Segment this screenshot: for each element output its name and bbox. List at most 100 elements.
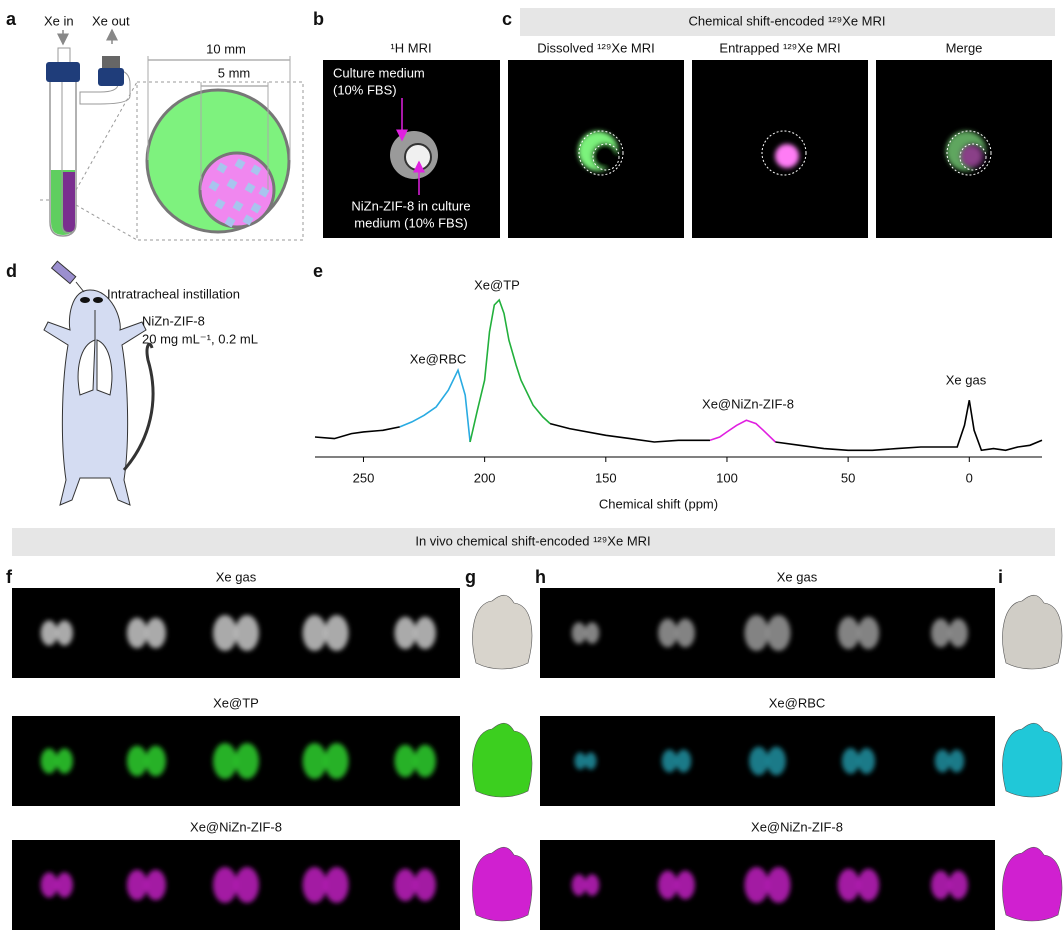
panel-d: Intratracheal instillation NiZn-ZIF-8 20… (43, 260, 258, 506)
crystal (224, 216, 236, 228)
lobe (145, 617, 166, 649)
lobe (571, 622, 587, 644)
panel-letters: a b c d e f g h i (6, 9, 1003, 587)
lobe (857, 868, 880, 902)
lobe (661, 749, 678, 773)
label: Culture medium (333, 65, 425, 80)
crystal (242, 214, 254, 226)
lobe (235, 867, 259, 903)
lobe (571, 874, 587, 896)
outline (761, 130, 807, 176)
panel-c: Chemical shift-encoded ¹²⁹Xe MRI Dissolv… (508, 8, 1055, 238)
spectrum-line (549, 422, 710, 443)
cap-top (102, 56, 120, 70)
lobe (585, 752, 597, 770)
row-title: Xe gas (777, 569, 818, 584)
spectrum-line (709, 419, 776, 443)
inner-tube (404, 143, 432, 171)
label: Xe out (92, 13, 130, 28)
cap (98, 68, 124, 86)
mri-strips (12, 588, 1063, 930)
lung-render (1002, 594, 1063, 670)
lobe (658, 870, 678, 900)
lobe (40, 620, 58, 646)
row-title: Xe@NiZn-ZIF-8 (751, 819, 843, 834)
peak-label: Xe@NiZn-ZIF-8 (702, 396, 794, 411)
lobe (837, 868, 860, 902)
x-axis-label: Chemical shift (ppm) (599, 496, 718, 511)
lung-slices (40, 743, 436, 779)
spectrum-line (314, 426, 400, 440)
crystal (250, 202, 262, 214)
lobe (56, 620, 73, 646)
lobe (744, 867, 769, 903)
panel-letter: d (6, 261, 17, 281)
lobe (948, 618, 968, 648)
lobe (394, 616, 417, 650)
signal (578, 131, 986, 171)
lobe (40, 872, 58, 898)
row-title: Xe gas (216, 569, 257, 584)
crystal (244, 182, 256, 194)
lobe (584, 874, 600, 896)
circle (592, 143, 618, 169)
x-tick-label: 200 (474, 470, 496, 485)
lobe (126, 617, 148, 649)
lobe (766, 615, 791, 651)
crystal (216, 162, 228, 174)
lobe (574, 752, 586, 770)
lobe (931, 618, 951, 648)
zoom-line (75, 81, 138, 191)
lobe (749, 746, 769, 776)
lobe (213, 743, 237, 779)
label: 20 mg mL⁻¹, 0.2 mL (142, 331, 258, 346)
panel-title: Merge (946, 40, 983, 55)
lung-render (472, 594, 533, 670)
lung-slices (574, 746, 965, 776)
panel-letter: c (502, 9, 512, 29)
lobe (56, 748, 73, 774)
banner (520, 8, 1055, 36)
panel-title: Entrapped ¹²⁹Xe MRI (719, 40, 840, 55)
inner-medium (63, 172, 75, 232)
panel-letter: g (465, 567, 476, 587)
lobe (837, 616, 860, 650)
inner-tube (61, 82, 77, 234)
crystal (234, 158, 246, 170)
rat-tail (122, 342, 155, 471)
lobe (126, 745, 148, 777)
circle (775, 144, 799, 168)
row-title: Xe@RBC (769, 695, 826, 710)
lobe (584, 622, 600, 644)
tube-bend (79, 69, 131, 105)
x-tick-label: 0 (966, 470, 973, 485)
spectrum-chart: 250 200 150 100 50 0 Chemical shift (ppm) Xe@TP… (314, 277, 1043, 511)
syringe (50, 260, 77, 285)
lobe (213, 615, 237, 651)
lung-render (472, 722, 533, 798)
lobe (948, 749, 965, 773)
x-tick-label: 250 (353, 470, 375, 485)
zoom-line (75, 204, 138, 241)
label: Xe in (44, 13, 74, 28)
outline (592, 143, 620, 171)
lobe (394, 744, 417, 778)
lung-slices (571, 615, 968, 651)
label: NiZn-ZIF-8 in culture (351, 198, 470, 213)
crystal (208, 180, 220, 192)
lobe (126, 869, 148, 901)
panel-title: Dissolved ¹²⁹Xe MRI (537, 40, 655, 55)
lobe (40, 748, 58, 774)
peak-label: Xe gas (946, 372, 987, 387)
lobe (414, 616, 436, 650)
panel-a: Xe in Xe out 10 mm 5 mm (40, 13, 304, 241)
crystals (208, 158, 270, 228)
lungs (77, 339, 113, 396)
lung-render (1002, 722, 1063, 798)
ear (93, 297, 103, 303)
lobe (302, 867, 327, 903)
row-title: Xe@TP (213, 695, 259, 710)
lobe (414, 744, 436, 778)
lobe (324, 867, 349, 903)
